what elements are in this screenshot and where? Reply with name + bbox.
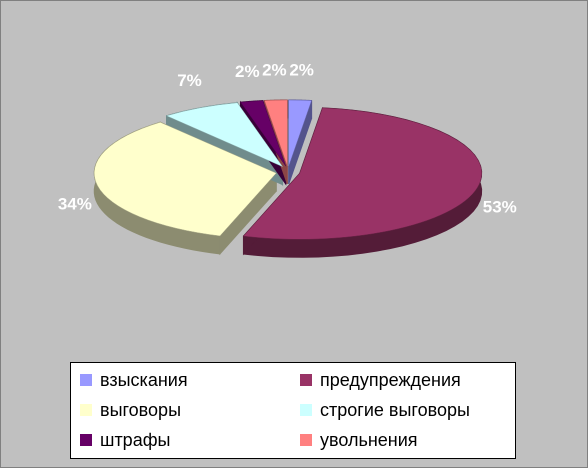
slice — [165, 102, 284, 168]
slice — [288, 99, 312, 167]
legend-label: штрафы — [100, 430, 170, 450]
data-label: 53% — [483, 197, 517, 216]
data-label: 2% — [235, 62, 260, 81]
legend-label: увольнения — [320, 430, 418, 450]
data-labels: 2%53%34%7% 2% 2% — [58, 61, 517, 217]
legend-label: выговоры — [100, 400, 181, 420]
legend-swatch — [300, 404, 312, 416]
data-label: 7% — [177, 71, 202, 90]
legend-swatch — [80, 374, 92, 386]
data-label: 2% — [262, 61, 287, 80]
legend-label: строгие выговоры — [320, 400, 470, 420]
legend-swatch — [300, 434, 312, 446]
legend-label: предупреждения — [320, 370, 461, 390]
slice — [264, 99, 288, 167]
legend-swatch — [80, 404, 92, 416]
legend-label: взыскания — [100, 370, 188, 390]
slice — [240, 100, 286, 167]
data-label: 2% — [289, 61, 314, 80]
pie — [93, 99, 483, 258]
slice — [94, 122, 277, 237]
legend-swatch — [80, 434, 92, 446]
legend-swatch — [300, 374, 312, 386]
legend: взыскания предупреждения выговоры строгие в… — [80, 370, 470, 450]
legend-box — [70, 362, 516, 459]
data-label: 34% — [58, 194, 92, 213]
slice — [242, 107, 482, 240]
